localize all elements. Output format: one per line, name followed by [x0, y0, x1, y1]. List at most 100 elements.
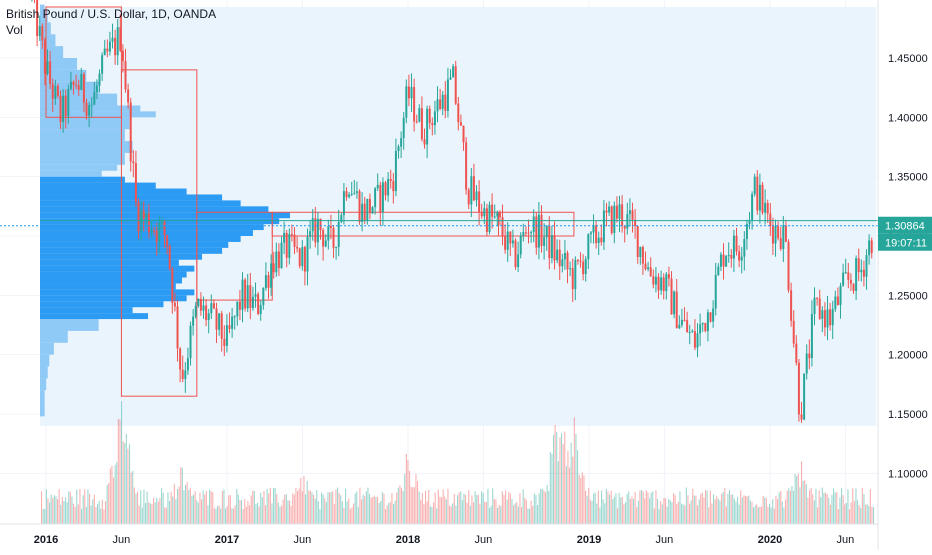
time-tick-label: Jun: [837, 534, 855, 546]
volume-bar: [154, 502, 156, 524]
candle-body: [181, 369, 184, 379]
candle-body: [426, 108, 429, 145]
volume-bar: [612, 499, 614, 524]
volume-bar: [516, 502, 518, 524]
volume-bar: [490, 505, 492, 524]
volume-bar: [663, 497, 665, 524]
volume-bar: [386, 505, 388, 524]
volume-bar: [581, 472, 583, 524]
volume-bar: [81, 508, 83, 524]
volume-bar: [402, 491, 404, 524]
candle-body: [111, 37, 114, 42]
volume-bar: [257, 502, 259, 524]
candle-body: [608, 206, 611, 213]
candle-body: [324, 240, 327, 247]
volume-bar: [657, 498, 659, 524]
volume-bar: [345, 488, 347, 524]
candle-body: [797, 362, 800, 415]
range-box: [196, 211, 273, 301]
volume-bar: [60, 504, 62, 524]
volume-bar: [228, 495, 230, 524]
candle-body: [114, 37, 117, 56]
volume-profile-bar: [40, 241, 229, 248]
volume-bar: [509, 493, 511, 524]
volume-bar: [729, 489, 731, 524]
volume-bar: [439, 496, 441, 524]
candle-body: [384, 182, 387, 196]
volume-bar: [841, 487, 843, 524]
volume-bar: [828, 497, 830, 524]
candle-body: [480, 212, 483, 217]
candle-body: [600, 237, 603, 243]
volume-bar: [861, 487, 863, 524]
candle-body: [72, 81, 75, 85]
candle-body: [587, 234, 590, 260]
volume-bar: [309, 490, 311, 524]
volume-bar: [405, 453, 407, 524]
volume-profile-bar: [40, 230, 253, 236]
volume-bar: [117, 418, 119, 524]
volume-bar: [597, 490, 599, 524]
volume-bar: [479, 503, 481, 524]
volume-bar: [450, 506, 452, 524]
candle-body: [93, 91, 96, 105]
time-axis[interactable]: 2016 Jun 2017 Jun 2018 Jun 2019 Jun 2020 Jun: [0, 523, 878, 546]
candle-body: [124, 61, 127, 90]
candle-body: [342, 191, 345, 216]
candle-body: [855, 258, 858, 291]
volume-bar: [785, 499, 787, 524]
volume-bar: [778, 492, 780, 524]
volume-bar: [673, 493, 675, 524]
volume-bar: [226, 506, 228, 524]
volume-bar: [441, 497, 443, 524]
candle-body: [106, 48, 109, 52]
volume-bar: [493, 498, 495, 524]
price-tick-label: 1.15000: [888, 409, 928, 421]
volume-bar: [706, 490, 708, 524]
price-tick-label: 1.25000: [888, 290, 928, 302]
candle-body: [805, 353, 808, 374]
candle-body: [714, 274, 717, 309]
candle-body: [519, 235, 522, 255]
volume-bar: [97, 504, 99, 524]
volume-bar: [197, 502, 199, 524]
volume-bar: [127, 448, 129, 524]
volume-bar: [193, 494, 195, 524]
volume-bar: [559, 437, 561, 524]
volume-bar: [533, 493, 535, 524]
volume-bar: [669, 500, 671, 524]
volume-bar: [442, 489, 444, 524]
candle-body: [491, 204, 494, 217]
candle-body: [641, 247, 644, 264]
volume-bar: [177, 488, 179, 524]
volume-bar: [98, 500, 100, 524]
volume-bar: [591, 501, 593, 524]
volume-bar: [223, 489, 225, 524]
volume-bar: [437, 489, 439, 524]
volume-bar: [532, 505, 534, 524]
volume-bar: [860, 508, 862, 524]
price-axis[interactable]: 1.450001.400001.350001.300001.250001.200…: [877, 0, 932, 550]
volume-bar: [786, 490, 788, 524]
volume-bar: [618, 492, 620, 524]
candle-body: [706, 312, 709, 331]
volume-profile-bar: [40, 152, 125, 165]
volume-bar: [871, 506, 873, 524]
candle-body: [415, 121, 418, 123]
candle-body: [470, 176, 473, 205]
volume-profile-bar: [40, 330, 68, 343]
symbol-title[interactable]: British Pound / U.S. Dollar, 1D, OANDA: [6, 7, 217, 21]
volume-bar: [522, 489, 524, 524]
candle-body: [423, 139, 426, 145]
candle-body: [236, 301, 239, 317]
volume-bar: [201, 499, 203, 524]
volume-bar: [68, 491, 70, 524]
volume-bar: [218, 505, 220, 524]
volume-bar: [746, 496, 748, 524]
candle-body: [467, 189, 470, 205]
volume-bar: [633, 498, 635, 524]
candle-body: [332, 228, 335, 248]
volume-bar: [853, 501, 855, 524]
time-tick-label: 2020: [758, 534, 782, 546]
candle-body: [64, 95, 67, 117]
